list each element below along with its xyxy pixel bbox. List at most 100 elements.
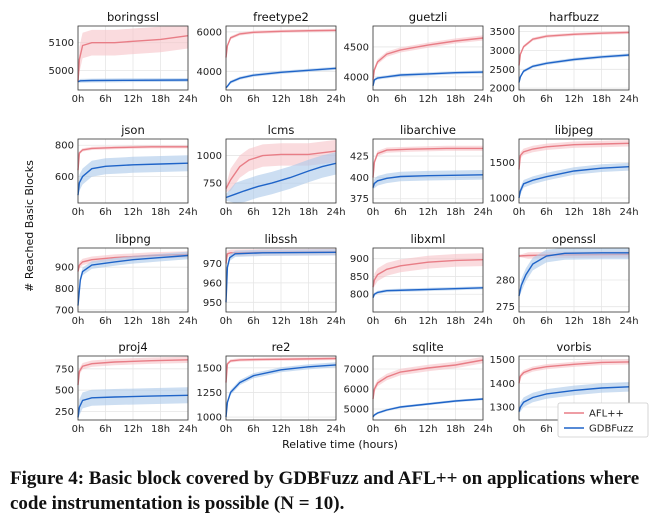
x-tick-label: 24h [619,316,638,327]
panel-title: libarchive [400,123,456,137]
x-tick-label: 12h [418,207,437,218]
x-tick-label: 24h [326,424,345,435]
panel-title: re2 [272,340,291,354]
line-afl [225,29,337,58]
plot-frame [372,355,484,421]
y-tick-label: 1000 [197,413,222,424]
plot-frame [225,138,337,204]
panel-title: lcms [268,123,295,137]
x-tick-label: 18h [446,316,465,327]
panel-libxml: 0h 6h 12h 18h 24h 800 850 900 libxml [350,232,493,327]
y-tick-label: 4000 [344,72,369,83]
y-tick-label: 750 [55,364,74,375]
panel-title: sqlite [412,340,443,354]
legend-label-afl: AFL++ [589,409,624,420]
panel-sqlite: 0h 6h 12h 18h 24h 5000 6000 7000 sqlite [344,340,493,435]
band-gdbfuzz [519,382,629,414]
panel-libssh: 0h 6h 12h 18h 24h 950 960 970 libssh [203,232,346,327]
y-tick-label: 900 [55,263,74,274]
panel-title: vorbis [556,340,591,354]
band-gdbfuzz [226,152,336,203]
panel-proj4: 0h 6h 12h 18h 24h 250 500 750 proj4 [55,340,198,435]
figure-caption: Figure 4: Basic block covered by GDBFuzz… [10,468,640,514]
x-tick-label: 6h [99,424,112,435]
x-tick-label: 24h [178,207,197,218]
y-tick-label: 6000 [344,385,369,396]
plot-frame [518,247,630,313]
x-tick-label: 18h [299,207,318,218]
x-tick-label: 24h [178,424,197,435]
x-tick-label: 18h [592,316,611,327]
panel-json: 0h 6h 12h 18h 24h 600 800 json [55,123,198,218]
line-afl [518,361,630,384]
y-tick-label: 275 [496,302,515,313]
plot-frame [225,25,337,91]
x-tick-label: 0h [220,316,233,327]
panel-title: libjpeg [555,123,594,137]
y-tick-label: 1000 [490,194,515,205]
y-tick-label: 6000 [197,27,222,38]
x-tick-label: 0h [367,94,380,105]
x-tick-label: 12h [271,424,290,435]
x-tick-label: 0h [367,424,380,435]
x-tick-label: 6h [540,94,553,105]
panel-title: boringssl [107,10,159,24]
plot-frame [518,25,630,91]
x-tick-label: 24h [326,207,345,218]
x-tick-label: 6h [247,316,260,327]
panel-re2: 0h 6h 12h 18h 24h 1000 1250 1500 re2 [197,340,346,435]
panel-title: openssl [552,232,596,246]
x-tick-label: 0h [367,316,380,327]
x-tick-label: 12h [564,94,583,105]
x-tick-label: 6h [394,94,407,105]
x-axis-label: Relative time (hours) [282,438,398,451]
y-tick-label: 5000 [344,405,369,416]
x-tick-label: 24h [473,424,492,435]
plot-frame [372,247,484,313]
plot-frame [372,138,484,204]
band-afl [226,139,336,192]
x-tick-label: 12h [271,207,290,218]
line-gdbfuzz [518,54,630,83]
panel-lcms: 0h 6h 12h 18h 24h 750 1000 lcms [197,123,346,218]
x-tick-label: 6h [99,94,112,105]
panels: 0h 6h 12h 18h 24h 5000 5100 boringssl 0h 6h 12h 18h… [49,10,639,435]
x-tick-label: 0h [220,207,233,218]
y-tick-label: 900 [350,254,369,265]
y-tick-label: 2500 [490,65,515,76]
y-tick-label: 500 [55,386,74,397]
panel-title: harfbuzz [549,10,599,24]
y-tick-label: 970 [203,259,222,270]
band-gdbfuzz [226,249,336,304]
x-tick-label: 0h [220,94,233,105]
band-afl [373,253,483,289]
y-tick-label: 600 [55,172,74,183]
x-tick-label: 18h [299,94,318,105]
y-tick-label: 4000 [197,67,222,78]
y-tick-label: 750 [203,179,222,190]
x-tick-label: 24h [473,94,492,105]
line-afl [518,31,630,66]
line-gdbfuzz [77,162,189,196]
line-afl [225,357,337,383]
line-afl [77,35,189,82]
line-gdbfuzz [372,398,484,418]
y-tick-label: 3000 [490,46,515,57]
x-tick-label: 0h [513,94,526,105]
y-tick-label: 250 [55,407,74,418]
x-tick-label: 24h [326,94,345,105]
line-afl [372,359,484,400]
x-tick-label: 0h [72,94,85,105]
panel-title: proj4 [118,340,147,354]
panel-harfbuzz: 0h 6h 12h 18h 24h 2000 2500 3000 3500 harfbuzz [490,10,639,105]
line-gdbfuzz [372,287,484,299]
line-gdbfuzz [77,254,189,306]
panel-libjpeg: 0h 6h 12h 18h 24h 1000 1500 libjpeg [490,123,639,218]
x-tick-label: 6h [99,207,112,218]
y-tick-label: 5100 [49,38,74,49]
line-gdbfuzz [518,252,629,297]
x-tick-label: 12h [418,316,437,327]
y-tick-label: 1000 [197,151,222,162]
x-tick-label: 12h [271,94,290,105]
band-afl [78,356,188,386]
